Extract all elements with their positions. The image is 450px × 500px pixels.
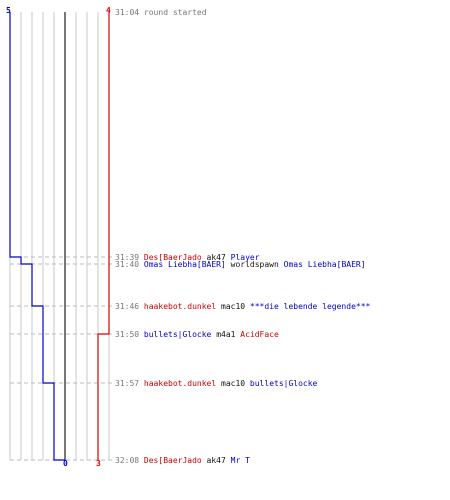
event-killer: Des[BaerJado: [143, 253, 202, 262]
event-row: 32:08 Des[BaerJado ak47 Mr T: [115, 456, 250, 465]
event-row: 31:50 bullets|Glocke m4a1 AcidFace: [115, 330, 279, 339]
event-row: 31:40 Omas Liebha[BAER] worldspawn Omas …: [115, 260, 366, 269]
event-victim: ***die lebende legende***: [249, 302, 371, 311]
event-row: 31:04 round started: [115, 8, 207, 17]
event-killer: haakebot.dunkel: [143, 302, 217, 311]
event-time: 31:39: [115, 253, 140, 262]
event-weapon: ak47: [206, 253, 226, 262]
red-start-score: 4: [106, 6, 111, 15]
event-killer: haakebot.dunkel: [143, 379, 217, 388]
event-time: 31:57: [115, 379, 140, 388]
red-end-score: 3: [96, 459, 101, 468]
event-weapon: mac10: [221, 302, 246, 311]
event-time: 32:08: [115, 456, 140, 465]
event-victim: Mr T: [230, 456, 250, 465]
event-victim: Player: [230, 253, 260, 262]
event-killer: bullets|Glocke: [143, 330, 212, 339]
blue-start-score: 5: [6, 6, 11, 15]
event-victim: Omas Liebha[BAER]: [283, 260, 366, 269]
event-weapon: m4a1: [216, 330, 236, 339]
event-victim: bullets|Glocke: [249, 379, 318, 388]
event-weapon: ak47: [206, 456, 226, 465]
event-killer: Des[BaerJado: [143, 456, 202, 465]
red-team-line: [97, 12, 110, 460]
event-weapon: mac10: [221, 379, 246, 388]
event-killer: Omas Liebha[BAER]: [143, 260, 226, 269]
blue-team-line: [9, 12, 65, 461]
event-victim: AcidFace: [240, 330, 279, 339]
event-row: 31:57 haakebot.dunkel mac10 bullets|Gloc…: [115, 379, 317, 388]
event-text: round started: [143, 8, 207, 17]
blue-end-score: 0: [63, 459, 68, 468]
event-time: 31:40: [115, 260, 140, 269]
event-row: 31:39 Des[BaerJado ak47 Player: [115, 253, 260, 262]
event-row: 31:46 haakebot.dunkel mac10 ***die leben…: [115, 302, 370, 311]
event-weapon: worldspawn: [230, 260, 279, 269]
event-time: 31:04: [115, 8, 140, 17]
event-time: 31:50: [115, 330, 140, 339]
event-time: 31:46: [115, 302, 140, 311]
